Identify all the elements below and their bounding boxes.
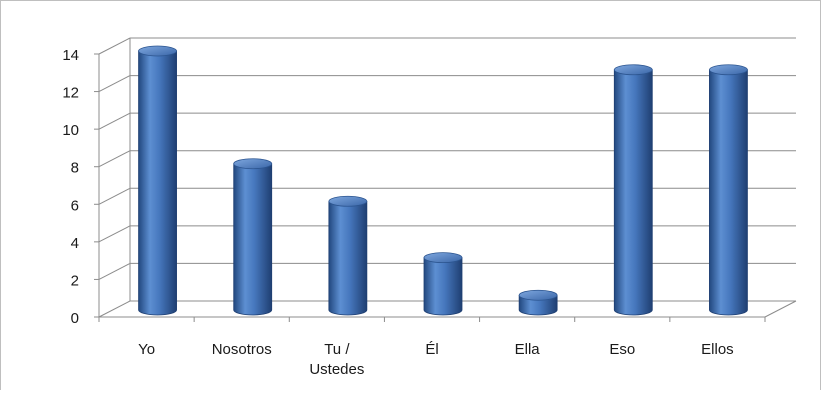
bar-body [709, 69, 748, 316]
y-tick-label: 6 [71, 197, 79, 214]
chart-frame: 0 2 4 6 8 10 12 14 Yo Nosotros Tu / Ustedes Él Ella Es… [0, 0, 821, 390]
bar-body [518, 294, 558, 316]
gridline-side [98, 262, 131, 280]
y-tick-label: 2 [71, 272, 79, 289]
label-layer: 0 2 4 6 8 10 12 14 Yo Nosotros Tu / Ustedes Él Ella Es… [62, 47, 733, 378]
bar-body [138, 50, 177, 316]
gridline-side [98, 75, 131, 93]
x-tick-label: Ellos [701, 341, 734, 358]
x-tick-label: Tu / Ustedes [309, 341, 364, 378]
bar-body [233, 163, 273, 316]
gridline-side [98, 187, 131, 205]
bar-cap [709, 64, 748, 76]
x-tick-label: Él [425, 341, 438, 358]
y-tick-label: 10 [62, 122, 79, 139]
floor-right-edge [764, 300, 797, 318]
gridline-side [98, 300, 131, 318]
bar [233, 158, 273, 316]
gridline-side [98, 225, 131, 243]
bar-cap [328, 195, 368, 207]
gridline-side [98, 150, 131, 168]
y-tick-label: 12 [62, 85, 79, 102]
axis-layer [94, 53, 797, 322]
bar-cap [233, 158, 273, 170]
x-tick-label: Eso [609, 341, 635, 358]
y-tick-label: 0 [71, 310, 79, 327]
x-tick-label: Ella [515, 341, 541, 358]
x-tick-label: Nosotros [212, 341, 272, 358]
y-tick-label: 4 [71, 235, 79, 252]
y-tick-label: 8 [71, 160, 79, 177]
bar [138, 45, 177, 316]
bar-cap [423, 252, 463, 264]
bar-body [328, 200, 368, 316]
bar [613, 64, 653, 316]
bar-body [423, 257, 463, 316]
bar [709, 64, 748, 316]
bar-cap [138, 45, 177, 57]
gridline-side [98, 37, 131, 55]
bar-body [613, 69, 653, 316]
gridline-side [98, 112, 131, 130]
bar-cap [518, 289, 558, 301]
bar-layer [138, 45, 748, 316]
bar-cap [613, 64, 653, 76]
bar [518, 289, 558, 316]
bar [423, 252, 463, 316]
x-tick-label: Yo [138, 341, 155, 358]
bar [328, 195, 368, 316]
y-tick-label: 14 [62, 47, 79, 64]
